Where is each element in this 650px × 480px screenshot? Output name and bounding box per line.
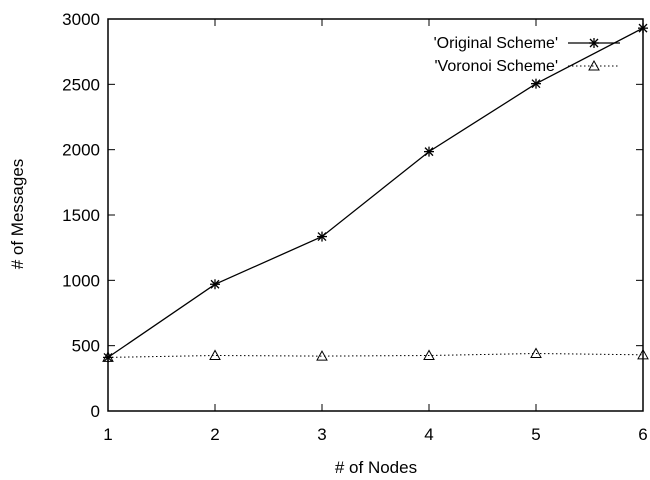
marker-stroke: [638, 23, 648, 33]
series-line: [107, 27, 644, 358]
legend-marker: [589, 38, 599, 48]
marker-stroke: [589, 38, 599, 48]
y-tick-label: 1500: [62, 206, 100, 225]
marker-shape: [209, 349, 221, 360]
y-tick-label: 2500: [62, 75, 100, 94]
series-layer: [102, 23, 649, 363]
marker-stroke: [424, 147, 434, 157]
data-point: [637, 348, 649, 360]
legend-entry: 'Original Scheme': [434, 35, 620, 52]
data-point: [424, 146, 434, 157]
y-tick-label: 3000: [62, 10, 100, 29]
marker-stroke: [210, 279, 220, 289]
legend-entry: 'Voronoi Scheme': [434, 58, 620, 75]
x-tick-label: 5: [531, 425, 540, 444]
series-voronoi-scheme: [102, 347, 649, 362]
marker-stroke: [317, 232, 327, 242]
legend-label: 'Voronoi Scheme': [434, 58, 558, 75]
plot-frame: [107, 18, 644, 412]
x-tick-label: 1: [103, 425, 112, 444]
data-point: [316, 350, 328, 361]
legend-label: 'Original Scheme': [434, 35, 558, 52]
marker-shape: [102, 351, 114, 362]
marker-stroke: [531, 79, 541, 89]
data-point: [317, 231, 327, 242]
marker-shape: [530, 347, 542, 359]
marker-stroke: [103, 352, 113, 362]
data-point: [423, 349, 435, 360]
x-tick-label: 3: [317, 425, 326, 444]
marker-shape: [588, 59, 600, 71]
y-tick-label: 1000: [62, 271, 100, 290]
data-point: [209, 349, 221, 360]
y-tick-label: 500: [72, 337, 100, 356]
data-point: [102, 351, 114, 362]
series-original-scheme: [103, 23, 648, 363]
data-point: [531, 78, 541, 89]
y-axis-label: # of Messages: [8, 159, 27, 270]
x-tick-label: 6: [638, 425, 647, 444]
y-tick-label: 0: [91, 402, 100, 421]
x-axis-label: # of Nodes: [335, 458, 417, 477]
marker-shape: [316, 350, 328, 361]
marker-shape: [423, 349, 435, 360]
axes: 0 500 1000 1500 2000 2500 3000 1 2 3 4 5 6: [62, 10, 648, 444]
legend-marker: [588, 59, 600, 71]
series-line: [107, 352, 644, 358]
legend: 'Original Scheme' 'Voronoi Scheme': [434, 35, 620, 75]
x-tick-label: 2: [210, 425, 219, 444]
data-point: [210, 279, 220, 290]
data-point: [638, 23, 648, 34]
x-tick-label: 4: [424, 425, 433, 444]
data-point: [530, 347, 542, 359]
marker-shape: [637, 348, 649, 360]
y-tick-label: 2000: [62, 141, 100, 160]
